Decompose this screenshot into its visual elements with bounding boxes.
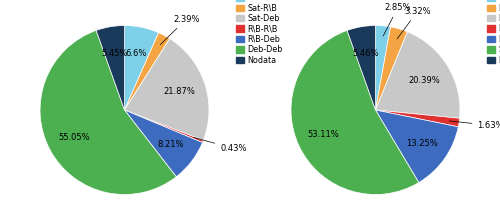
Legend: Sat-Sat, Sat-R\B, Sat-Deb, R\B-R\B, R\B-Deb, Deb-Deb, Nodata: Sat-Sat, Sat-R\B, Sat-Deb, R\B-R\B, R\B-… [234, 0, 284, 66]
Text: 20.39%: 20.39% [409, 76, 440, 85]
Text: 21.87%: 21.87% [163, 88, 195, 97]
Wedge shape [376, 26, 390, 110]
Wedge shape [376, 110, 460, 127]
Wedge shape [376, 27, 408, 110]
Wedge shape [124, 33, 170, 110]
Wedge shape [124, 110, 202, 177]
Text: 8.21%: 8.21% [157, 140, 184, 149]
Text: 1.63%: 1.63% [450, 121, 500, 130]
Wedge shape [347, 26, 376, 110]
Wedge shape [124, 110, 204, 143]
Text: 0.43%: 0.43% [194, 138, 246, 153]
Text: 2.85%: 2.85% [383, 3, 411, 36]
Text: 3.32%: 3.32% [397, 7, 431, 39]
Text: 5.46%: 5.46% [352, 49, 379, 58]
Wedge shape [376, 110, 458, 183]
Text: 53.11%: 53.11% [308, 130, 340, 139]
Text: 55.05%: 55.05% [58, 133, 90, 142]
Wedge shape [40, 30, 176, 194]
Wedge shape [124, 39, 209, 140]
Legend: Large-Large, Large-Medium, Large-Small, Medium-Medium, Medium-Small, Small-Small: Large-Large, Large-Medium, Large-Small, … [485, 0, 500, 66]
Text: 5.45%: 5.45% [102, 49, 128, 58]
Wedge shape [291, 30, 419, 194]
Wedge shape [96, 26, 124, 110]
Wedge shape [124, 26, 158, 110]
Text: 13.25%: 13.25% [406, 139, 438, 148]
Text: 6.6%: 6.6% [126, 49, 147, 58]
Text: 2.39%: 2.39% [160, 15, 200, 45]
Wedge shape [376, 32, 460, 118]
